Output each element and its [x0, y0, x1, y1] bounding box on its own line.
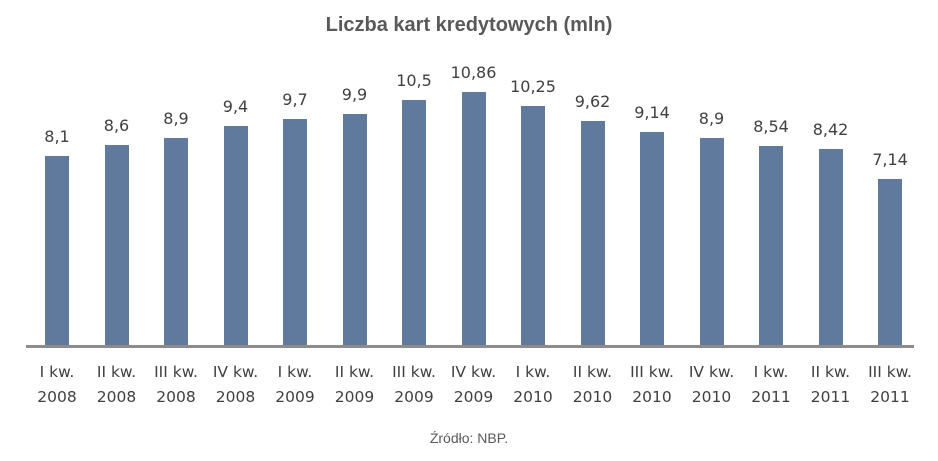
bar-value-label: 10,5: [396, 71, 432, 91]
bar: [461, 91, 486, 346]
x-tick-quarter: II kw.: [96, 363, 137, 381]
x-tick-label: III kw. 2010: [617, 360, 687, 410]
x-tick-label: IV kw. 2010: [677, 360, 747, 410]
bar: [759, 146, 783, 346]
bar-value-label: 10,86: [450, 62, 497, 82]
x-tick-year: 2010: [632, 388, 672, 406]
x-tick-label: IV kw. 2008: [201, 360, 271, 410]
bar: [283, 119, 307, 346]
x-tick-year: 2008: [156, 388, 196, 406]
x-tick-year: 2009: [334, 388, 375, 406]
x-tick-year: 2011: [751, 388, 791, 406]
bar: [164, 137, 188, 346]
x-tick-year: 2009: [275, 388, 315, 406]
x-tick-quarter: I kw.: [277, 363, 313, 381]
bar-value-label: 8,1: [44, 127, 70, 147]
x-tick-quarter: IV kw.: [688, 363, 735, 381]
x-tick-quarter: IV kw.: [212, 363, 259, 381]
x-axis-line: [26, 345, 914, 348]
bar-value-label: 8,6: [103, 115, 130, 135]
x-tick-year: 2009: [453, 388, 494, 406]
x-tick-label: III kw. 2011: [855, 360, 925, 410]
x-tick-year: 2008: [37, 388, 77, 406]
x-tick-label: I kw. 2008: [22, 360, 92, 410]
bar: [342, 114, 367, 346]
x-tick-quarter: III kw.: [154, 363, 198, 381]
x-tick-year: 2008: [96, 388, 137, 406]
bar-value-label: 10,25: [510, 77, 556, 97]
chart-title: Liczba kart kredytowych (mln): [325, 14, 613, 36]
bar: [580, 120, 605, 346]
x-tick-year: 2010: [691, 388, 732, 406]
x-tick-label: II kw. 2010: [558, 360, 628, 410]
bar: [223, 126, 248, 346]
bar: [699, 137, 724, 346]
x-tick-label: II kw. 2008: [82, 360, 152, 410]
bar: [640, 132, 664, 346]
bar-value-label: 8,9: [698, 108, 725, 128]
bar: [402, 100, 426, 346]
bar-value-label: 7,14: [872, 149, 908, 169]
x-tick-year: 2009: [394, 388, 434, 406]
x-tick-quarter: I kw.: [515, 363, 551, 381]
x-tick-year: 2011: [870, 388, 910, 406]
bar-value-label: 9,62: [574, 91, 611, 111]
x-tick-label: IV kw. 2009: [439, 360, 509, 410]
bar: [45, 156, 69, 346]
x-tick-quarter: IV kw.: [450, 363, 497, 381]
x-tick-label: I kw. 2010: [498, 360, 568, 410]
x-tick-year: 2010: [572, 388, 613, 406]
x-tick-quarter: III kw.: [392, 363, 436, 381]
bar-value-label: 8,54: [753, 117, 789, 137]
x-tick-quarter: II kw.: [334, 363, 375, 381]
x-tick-quarter: II kw.: [572, 363, 613, 381]
x-tick-label: III kw. 2009: [379, 360, 449, 410]
source-note: Źródło: NBP.: [429, 430, 509, 446]
bar-value-label: 9,4: [222, 97, 249, 117]
bar: [818, 148, 843, 346]
bar-value-label: 9,9: [341, 85, 368, 105]
x-tick-quarter: I kw.: [39, 363, 75, 381]
bar-value-label: 8,9: [163, 108, 189, 128]
x-tick-quarter: III kw.: [868, 363, 912, 381]
x-tick-label: II kw. 2011: [796, 360, 866, 410]
x-tick-year: 2011: [810, 388, 851, 406]
bar-value-label: 8,42: [812, 119, 849, 139]
bar: [878, 178, 902, 346]
x-tick-label: III kw. 2008: [141, 360, 211, 410]
bar: [521, 106, 545, 346]
x-tick-year: 2010: [513, 388, 553, 406]
x-tick-label: I kw. 2011: [736, 360, 806, 410]
bar-value-label: 9,14: [634, 103, 670, 123]
bar: [104, 144, 129, 346]
x-tick-year: 2008: [215, 388, 256, 406]
x-tick-quarter: II kw.: [810, 363, 851, 381]
x-tick-quarter: I kw.: [753, 363, 789, 381]
bar-value-label: 9,7: [282, 90, 308, 110]
x-tick-label: I kw. 2009: [260, 360, 330, 410]
x-tick-quarter: III kw.: [630, 363, 674, 381]
x-tick-label: II kw. 2009: [320, 360, 390, 410]
